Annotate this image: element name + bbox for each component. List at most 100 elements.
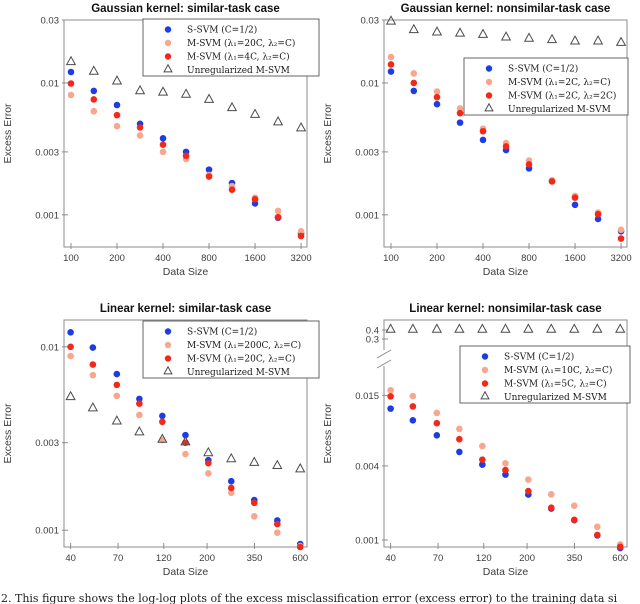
data-point-circle bbox=[113, 392, 121, 400]
legend-marker-circle bbox=[164, 39, 172, 47]
data-point-triangle bbox=[385, 323, 396, 333]
x-axis-label: Data Size bbox=[483, 566, 529, 578]
data-point-circle bbox=[89, 361, 97, 368]
data-point-triangle bbox=[454, 27, 466, 37]
data-point-circle bbox=[227, 489, 235, 497]
data-point-triangle bbox=[226, 101, 238, 112]
legend-marker-triangle bbox=[484, 102, 494, 112]
subplot-gaussian-similar: Gaussian kernel: similar-task case 100 200… bbox=[0, 0, 320, 300]
x-tick-label: 120 bbox=[476, 553, 492, 564]
data-point-circle bbox=[410, 70, 418, 77]
legend-marker-circle bbox=[481, 380, 489, 387]
data-point-circle bbox=[479, 136, 487, 144]
x-tick-label: 100 bbox=[383, 253, 399, 264]
data-point-circle bbox=[205, 459, 212, 467]
data-point-circle bbox=[456, 119, 464, 126]
chart-title: Linear kernel: nonsimilar-task case bbox=[409, 303, 601, 315]
y-tick-label: 0.4 bbox=[366, 326, 379, 337]
data-point-circle bbox=[525, 487, 532, 495]
data-point-circle bbox=[90, 107, 98, 115]
series-3 bbox=[65, 55, 307, 132]
data-point-triangle bbox=[407, 323, 419, 333]
data-point-circle bbox=[433, 88, 441, 95]
data-point-circle bbox=[228, 186, 236, 194]
legend-label: M-SVM (λ₁=200C, λ₂=C) bbox=[187, 340, 301, 351]
data-point-circle bbox=[594, 215, 602, 223]
data-point-circle bbox=[159, 135, 167, 142]
data-point-circle bbox=[182, 450, 189, 458]
legend-box bbox=[142, 18, 320, 77]
x-tick-label: 200 bbox=[429, 253, 445, 264]
data-point-circle bbox=[90, 96, 98, 103]
data-point-triangle bbox=[500, 323, 511, 333]
data-point-circle bbox=[479, 456, 486, 463]
data-point-circle bbox=[136, 132, 144, 139]
chart-title: Gaussian kernel: similar-task case bbox=[91, 3, 280, 15]
x-tick-label: 200 bbox=[519, 553, 535, 564]
data-point-circle bbox=[136, 124, 144, 131]
x-tick-label: 3200 bbox=[290, 253, 311, 264]
y-tick-label: 0.03 bbox=[41, 16, 60, 27]
data-point-circle bbox=[570, 502, 578, 510]
x-tick-label: 800 bbox=[521, 253, 537, 264]
data-point-circle bbox=[456, 109, 464, 117]
x-tick-label: 600 bbox=[292, 553, 308, 564]
chart-canvas-gaussian-similar: Gaussian kernel: similar-task case 100 200… bbox=[2, 3, 320, 278]
data-point-triangle bbox=[134, 426, 145, 436]
y-tick-label: 0.01 bbox=[361, 78, 380, 89]
chart-title: Linear kernel: similar-task case bbox=[100, 303, 271, 315]
y-tick-label: 0.015 bbox=[355, 391, 379, 402]
data-point-triangle bbox=[226, 452, 237, 463]
figure-caption: 2. This figure shows the log-log plots o… bbox=[1, 592, 618, 604]
y-tick-label: 0.001 bbox=[35, 526, 59, 537]
data-point-triangle bbox=[477, 323, 488, 333]
data-point-circle bbox=[159, 418, 166, 426]
legend-marker-triangle bbox=[480, 390, 490, 400]
subplot-gaussian-nonsimilar: Gaussian kernel: nonsimilar-task case 100… bbox=[320, 0, 640, 300]
legend-label: S-SVM (C=1/2) bbox=[187, 327, 257, 338]
data-point-triangle bbox=[203, 93, 215, 103]
chart-canvas-gaussian-nonsimilar: Gaussian kernel: nonsimilar-task case 100… bbox=[322, 3, 632, 278]
axis-box bbox=[63, 319, 308, 548]
data-point-circle bbox=[67, 328, 74, 336]
data-point-triangle bbox=[65, 390, 76, 401]
data-point-circle bbox=[502, 471, 509, 478]
data-point-circle bbox=[113, 370, 121, 378]
y-tick-label: 0.003 bbox=[35, 438, 59, 449]
data-point-circle bbox=[456, 425, 463, 433]
y-tick-label: 0.3 bbox=[366, 335, 379, 346]
data-point-circle bbox=[67, 91, 75, 99]
data-point-circle bbox=[159, 141, 167, 149]
legend-label: S-SVM (C=1/2) bbox=[187, 25, 257, 36]
legend-label: M-SVM (λ₁=20C, λ₂=C) bbox=[187, 38, 295, 49]
data-point-triangle bbox=[295, 121, 307, 132]
data-point-triangle bbox=[546, 33, 558, 44]
data-point-circle bbox=[113, 101, 121, 109]
data-point-triangle bbox=[523, 32, 535, 42]
data-point-circle bbox=[387, 386, 394, 394]
data-point-triangle bbox=[454, 323, 465, 333]
data-point-triangle bbox=[408, 23, 419, 34]
axis-box bbox=[383, 19, 628, 248]
legend-label: Unregularized M-SVM bbox=[504, 393, 607, 403]
data-point-circle bbox=[205, 173, 213, 180]
data-point-circle bbox=[456, 105, 464, 112]
data-point-circle bbox=[387, 53, 395, 61]
legend-label: Unregularized M-SVM bbox=[508, 105, 611, 115]
data-point-circle bbox=[227, 484, 235, 492]
data-point-circle bbox=[113, 381, 121, 389]
data-point-circle bbox=[525, 161, 533, 168]
series-1 bbox=[67, 352, 304, 550]
data-point-triangle bbox=[249, 108, 261, 118]
data-point-triangle bbox=[180, 88, 192, 98]
y-tick-label: 0.03 bbox=[361, 16, 380, 27]
series-1 bbox=[67, 91, 305, 235]
series-3 bbox=[65, 390, 306, 473]
legend-marker-circle bbox=[481, 353, 489, 360]
chart-canvas-linear-similar: Linear kernel: similar-task case 40 70 120 2… bbox=[2, 303, 320, 578]
data-point-circle bbox=[90, 87, 98, 95]
data-point-circle bbox=[250, 513, 258, 520]
data-point-circle bbox=[274, 520, 281, 528]
x-tick-label: 3200 bbox=[610, 253, 631, 264]
chart-title: Gaussian kernel: nonsimilar-task case bbox=[401, 3, 611, 15]
